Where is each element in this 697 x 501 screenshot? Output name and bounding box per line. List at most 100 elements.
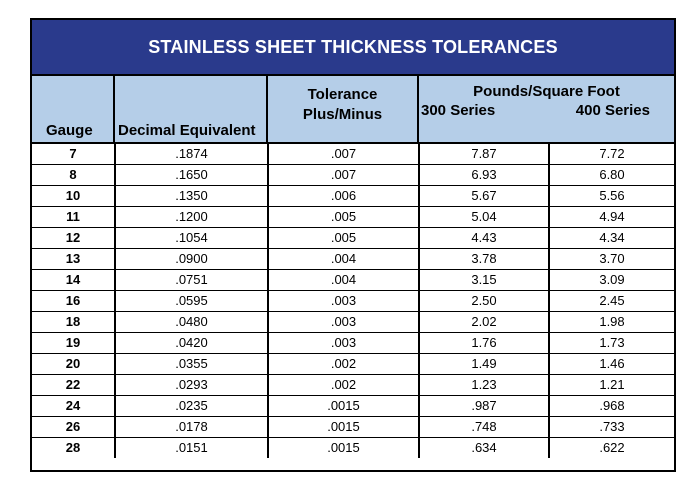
series400-cell: .622: [599, 440, 625, 455]
table-row: 14.0751.004 3.15 3.09: [32, 269, 674, 291]
decimal-cell: .1350: [115, 185, 269, 207]
tolerance-header-line1: Tolerance: [307, 86, 378, 103]
series300-cell: 4.43: [419, 227, 550, 249]
decimal-header: Decimal Equivalent: [118, 122, 256, 139]
decimal-cell: .1874: [115, 144, 269, 165]
series400-cell: 1.21: [549, 374, 674, 396]
series300-header: 300 Series: [421, 102, 496, 119]
series300-cell: .748: [419, 416, 550, 438]
decimal-cell: .0355: [115, 353, 269, 375]
tolerance-cell: .007: [268, 164, 420, 186]
series300-cell: 1.76: [419, 332, 550, 354]
series300-cell: 3.78: [419, 248, 550, 270]
gauge-cell: 28: [32, 437, 116, 458]
gauge-cell: 18: [32, 311, 116, 333]
decimal-cell: .0151: [115, 437, 269, 458]
series400-cell: 1.73: [549, 332, 674, 354]
tolerance-cell: .007: [268, 144, 420, 165]
tolerance-cell: .005: [268, 227, 420, 249]
series400-cell: 3.09: [549, 269, 674, 291]
series300-cell: 1.49: [419, 353, 550, 375]
header-divider: [417, 76, 419, 142]
table-row: 13.0900.004 3.78 3.70: [32, 248, 674, 270]
tolerance-cell: .0015: [268, 416, 420, 438]
series400-cell: 2.45: [549, 290, 674, 312]
table-row: 11.1200.005 5.04 4.94: [32, 206, 674, 228]
series400-cell: 6.80: [549, 164, 674, 186]
series300-cell: 2.50: [419, 290, 550, 312]
decimal-cell: .0293: [115, 374, 269, 396]
gauge-cell: 11: [32, 206, 116, 228]
gauge-cell: 26: [32, 416, 116, 438]
tolerance-header-line2: Plus/Minus: [302, 106, 383, 123]
tolerance-header-cell: Tolerance Plus/Minus: [268, 76, 417, 142]
series400-cell: 1.98: [549, 311, 674, 333]
gauge-cell: 14: [32, 269, 116, 291]
pounds-header-cell: Pounds/Square Foot 300 Series 400 Series: [419, 76, 674, 142]
gauge-cell: 24: [32, 395, 116, 417]
table-row: 16.0595.003 2.50 2.45: [32, 290, 674, 312]
header-divider: [266, 76, 268, 142]
gauge-cell: 19: [32, 332, 116, 354]
decimal-cell: .0751: [115, 269, 269, 291]
series400-cell: 7.72: [549, 144, 674, 165]
series300-cell: 2.02: [419, 311, 550, 333]
table-row: 12.1054.005 4.43 4.34: [32, 227, 674, 249]
table-header: Gauge Decimal Equivalent Tolerance Plus/…: [32, 76, 674, 144]
table-row: 10.1350.006 5.67 5.56: [32, 185, 674, 207]
series300-cell: 7.87: [419, 144, 550, 165]
tolerance-cell: .003: [268, 332, 420, 354]
table-row: 8.1650.007 6.93 6.80: [32, 164, 674, 186]
table-row: 7.1874.007 7.87 7.72: [32, 144, 674, 165]
series400-cell: 4.94: [549, 206, 674, 228]
gauge-cell: 22: [32, 374, 116, 396]
decimal-cell: .0420: [115, 332, 269, 354]
series300-cell: 1.23: [419, 374, 550, 396]
series400-cell: .968: [549, 395, 674, 417]
series300-cell: 5.04: [419, 206, 550, 228]
tolerance-cell: .005: [268, 206, 420, 228]
table-row: 20.0355.002 1.49 1.46: [32, 353, 674, 375]
gauge-cell: 12: [32, 227, 116, 249]
series400-cell: 4.34: [549, 227, 674, 249]
series300-cell: 5.67: [419, 185, 550, 207]
gauge-cell: 16: [32, 290, 116, 312]
table-row: 24.0235.0015.987.968: [32, 395, 674, 417]
decimal-cell: .1054: [115, 227, 269, 249]
tolerance-cell: .002: [268, 374, 420, 396]
decimal-header-cell: Decimal Equivalent: [115, 76, 266, 142]
tolerance-cell: .0015: [268, 437, 420, 458]
gauge-cell: 13: [32, 248, 116, 270]
tolerance-cell: .003: [268, 311, 420, 333]
series400-cell: 1.46: [549, 353, 674, 375]
tolerance-cell: .006: [268, 185, 420, 207]
series400-cell: 3.70: [549, 248, 674, 270]
gauge-cell: 10: [32, 185, 116, 207]
series300-cell: .987: [419, 395, 550, 417]
series400-header: 400 Series: [575, 102, 650, 119]
pounds-header: Pounds/Square Foot: [473, 83, 620, 100]
series400-cell: 5.56: [549, 185, 674, 207]
table-row: 28.0151.0015.634 .622: [32, 437, 674, 458]
gauge-cell: 20: [32, 353, 116, 375]
table-row: 18.0480.003 2.02 1.98: [32, 311, 674, 333]
decimal-cell: .0480: [115, 311, 269, 333]
table-row: 22.0293.002 1.23 1.21: [32, 374, 674, 396]
table-row: 26.0178.0015.748.733: [32, 416, 674, 438]
series400-cell: .733: [549, 416, 674, 438]
tolerance-cell: .004: [268, 269, 420, 291]
tolerance-data: 7.1874.007 7.87 7.72 8.1650.007 6.93 6.80 10.1…: [32, 144, 674, 458]
decimal-cell: .0178: [115, 416, 269, 438]
table-row: 19.0420.003 1.76 1.73: [32, 332, 674, 354]
tolerance-cell: .002: [268, 353, 420, 375]
decimal-cell: .1650: [115, 164, 269, 186]
tolerance-cell: .003: [268, 290, 420, 312]
gauge-cell: 8: [32, 164, 116, 186]
header-divider: [113, 76, 115, 142]
tolerance-cell: .0015: [268, 395, 420, 417]
gauge-header-cell: Gauge: [32, 76, 113, 142]
series300-cell: 3.15: [419, 269, 550, 291]
tolerance-table: STAINLESS SHEET THICKNESS TOLERANCES Gau…: [30, 18, 676, 472]
gauge-header: Gauge: [46, 122, 93, 139]
series300-cell: .634: [419, 437, 550, 458]
